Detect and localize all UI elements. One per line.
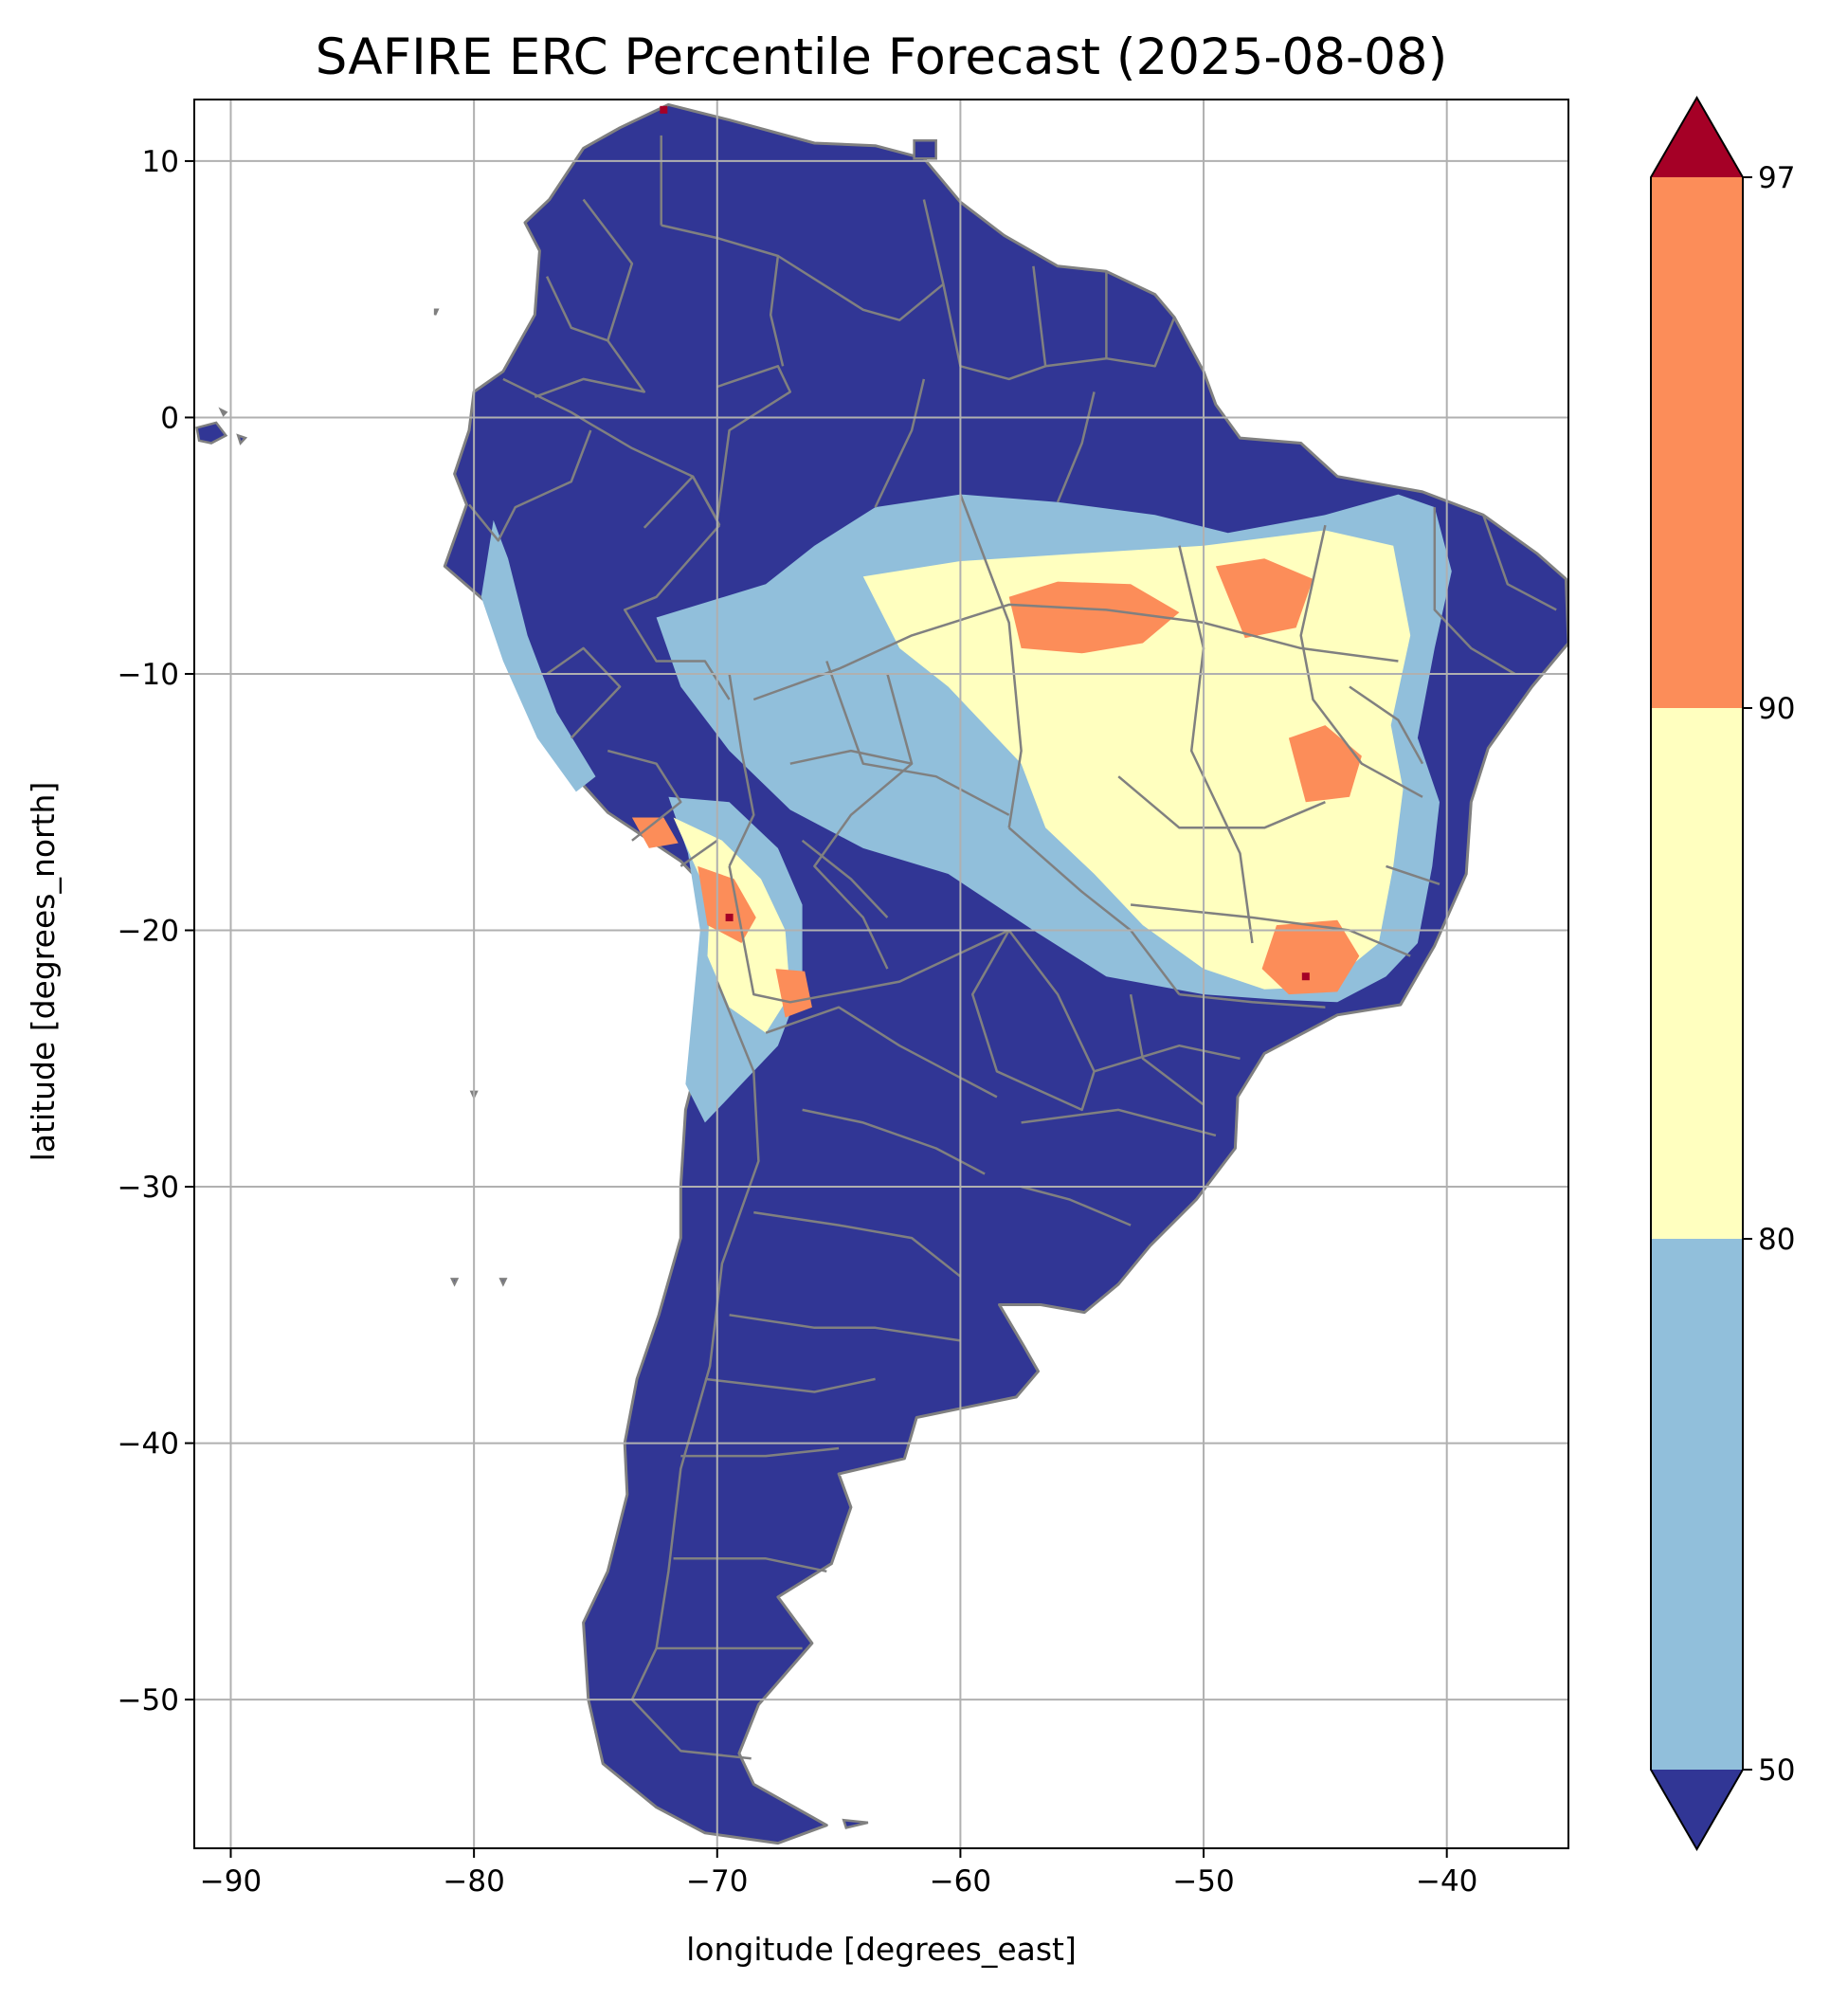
colorbar-tick-label: 90: [1758, 692, 1795, 726]
admin-boundary-40: [789, 749, 913, 765]
x-tick-label: −40: [1416, 1864, 1477, 1899]
island-2: [218, 407, 228, 417]
island-layer: [195, 139, 937, 1829]
admin-boundary-49: [1129, 993, 1205, 1106]
erc-zone-p90_97-6: [1215, 558, 1314, 639]
admin-boundary-17: [753, 1210, 962, 1278]
y-tick-label: 10: [142, 145, 179, 179]
y-tick-label: −20: [118, 915, 179, 949]
admin-boundary-46: [1349, 685, 1424, 765]
hotspot-above-97-2: [1301, 972, 1310, 981]
admin-boundary-5: [1299, 524, 1423, 798]
admin-boundary-13: [728, 865, 1010, 1004]
x-tick-label: −90: [200, 1864, 262, 1899]
y-tick-label: −40: [118, 1427, 179, 1462]
admin-boundary-26: [623, 524, 731, 700]
admin-boundary-0: [752, 603, 1399, 701]
admin-boundary-7: [1130, 903, 1411, 957]
island-0: [195, 421, 228, 445]
colorbar: 97 90 80 50: [1650, 96, 1795, 1851]
map-plot-area: [194, 100, 1568, 1848]
admin-boundary-11: [970, 929, 1096, 1112]
admin-boundary-18: [729, 1314, 961, 1342]
island-4: [450, 1278, 460, 1287]
colorbar-tick-label: 97: [1758, 161, 1795, 195]
erc-zone-p50_80-2: [480, 519, 596, 792]
admin-boundary-10: [1021, 1185, 1132, 1227]
x-tick-label: −60: [930, 1864, 991, 1899]
admin-boundary-20: [680, 1446, 840, 1458]
admin-boundary-47: [1386, 864, 1440, 885]
y-tick-label: −30: [118, 1171, 179, 1205]
admin-boundary-19: [704, 1377, 876, 1393]
island-7: [913, 139, 937, 160]
hotspot-above-97-1: [725, 913, 734, 921]
x-axis-label: longitude [degrees_east]: [686, 1931, 1077, 1968]
island-8: [842, 1818, 869, 1829]
colorbar-extend-bottom: [1651, 1770, 1743, 1849]
y-tick-label: −10: [118, 658, 179, 692]
admin-boundary-2: [825, 661, 1010, 816]
map-title: SAFIRE ERC Percentile Forecast (2025-08-…: [316, 28, 1448, 86]
colorbar-tick-label: 80: [1758, 1223, 1795, 1257]
island-1: [236, 433, 248, 445]
admin-boundary-1: [959, 494, 1023, 828]
x-tick-label: −70: [686, 1864, 748, 1899]
erc-zone-p90_97-8: [1261, 919, 1360, 995]
colorbar-segment-50-80: [1651, 1239, 1743, 1770]
above-97-hotspot-layer: [660, 105, 1310, 981]
admin-boundary-6: [1117, 775, 1326, 829]
admin-boundary-25: [643, 475, 721, 529]
admin-boundary-21: [673, 1557, 827, 1573]
admin-boundary-14: [630, 981, 760, 1760]
admin-boundary-44: [1433, 507, 1516, 676]
admin-boundary-36: [546, 646, 622, 739]
admin-boundary-30: [777, 254, 945, 321]
admin-boundary-35: [534, 339, 646, 398]
island-6: [433, 308, 440, 316]
y-tick-label: −50: [118, 1683, 179, 1717]
admin-boundary-15: [765, 1006, 998, 1099]
admin-boundary-layer: [468, 135, 1557, 1760]
erc-zone-p90_97-7: [1288, 725, 1362, 803]
admin-boundary-41: [874, 378, 926, 508]
admin-boundary-39: [813, 673, 914, 970]
admin-boundary-32: [1032, 265, 1047, 367]
admin-boundary-4: [1178, 545, 1254, 944]
erc-zone-p90_97-5: [1008, 581, 1180, 654]
admin-boundary-31: [922, 199, 1176, 381]
y-axis-ticks: 10 0 −10 −20 −30 −40 −50: [118, 145, 194, 1717]
admin-boundary-27: [716, 365, 792, 520]
colorbar-segment-80-90: [1651, 708, 1743, 1239]
erc-category-layer: [480, 494, 1452, 1123]
x-tick-label: −50: [1172, 1864, 1234, 1899]
erc-zone-p90_97-10: [631, 817, 679, 848]
admin-boundary-43: [801, 839, 889, 918]
gridlines: [194, 100, 1568, 1848]
admin-boundary-8: [1094, 1044, 1241, 1073]
x-axis-ticks: −90 −80 −70 −60 −50 −40: [200, 1848, 1477, 1899]
erc-zone-p90_97-11: [775, 969, 812, 1018]
map-frame: [193, 99, 1569, 1849]
colorbar-tick-label: 50: [1758, 1754, 1795, 1788]
colorbar-segment-90-97: [1651, 177, 1743, 708]
hotspot-above-97-0: [660, 105, 668, 114]
x-tick-label: −80: [443, 1864, 504, 1899]
colorbar-extend-top: [1651, 98, 1743, 177]
admin-boundary-42: [1056, 391, 1096, 503]
admin-boundary-37: [607, 749, 682, 842]
admin-boundary-9: [1021, 1108, 1217, 1137]
admin-boundary-24: [468, 429, 592, 542]
admin-boundary-3: [1007, 827, 1181, 995]
admin-boundary-45: [1482, 514, 1557, 611]
y-axis-label: latitude [degrees_north]: [25, 782, 62, 1162]
island-5: [498, 1278, 508, 1287]
erc-zone-p80_90-3: [862, 530, 1411, 990]
admin-boundary-38: [679, 839, 718, 867]
admin-boundary-12: [728, 673, 755, 867]
y-tick-label: 0: [160, 401, 179, 435]
